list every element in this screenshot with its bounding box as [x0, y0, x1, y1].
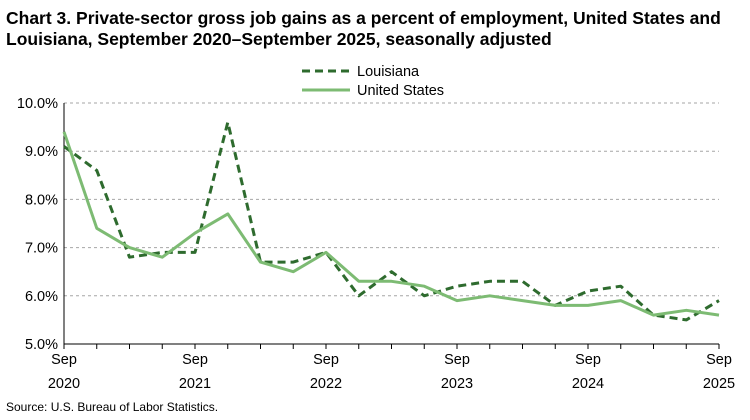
axes	[63, 103, 720, 349]
x-tick-label-year: 2022	[310, 376, 342, 392]
x-tick-label-year: 2024	[572, 376, 604, 392]
series-line-louisiana	[63, 120, 720, 322]
gridlines	[64, 102, 719, 297]
x-tick-label-month: Sep	[575, 352, 601, 368]
x-tick-label-month: Sep	[51, 352, 77, 368]
x-tick-label-year: 2023	[441, 376, 473, 392]
x-tick-label-year: 2020	[48, 376, 80, 392]
x-tick-label-month: Sep	[182, 352, 208, 368]
x-tick-label-month: Sep	[706, 352, 732, 368]
y-tick-label: 5.0%	[25, 337, 58, 353]
y-axis-tick-labels: 5.0% 6.0% 7.0% 8.0% 9.0% 10.0%	[17, 96, 58, 353]
chart-title: Chart 3. Private-sector gross job gains …	[6, 8, 721, 49]
y-tick-label: 6.0%	[25, 289, 58, 305]
legend-label: United States	[357, 83, 444, 99]
y-tick-label: 8.0%	[25, 192, 58, 208]
x-axis-tick-labels: Sep 2020 Sep 2021 Sep 2022 Sep 2023 Sep 2024 Sep 20…	[48, 352, 735, 392]
series-line-united-states	[62, 131, 720, 317]
series-lines	[62, 120, 720, 322]
x-tick-label-month: Sep	[313, 352, 339, 368]
x-tick-label-year: 2021	[179, 376, 211, 392]
legend: Louisiana United States	[302, 64, 444, 99]
source-note: Source: U.S. Bureau of Labor Statistics.	[6, 400, 219, 414]
legend-label: Louisiana	[357, 64, 420, 80]
y-tick-label: 7.0%	[25, 241, 58, 257]
x-tick-label-month: Sep	[444, 352, 470, 368]
x-tick-label-year: 2025	[703, 376, 735, 392]
y-tick-label: 10.0%	[17, 96, 58, 112]
y-tick-label: 9.0%	[25, 144, 58, 160]
